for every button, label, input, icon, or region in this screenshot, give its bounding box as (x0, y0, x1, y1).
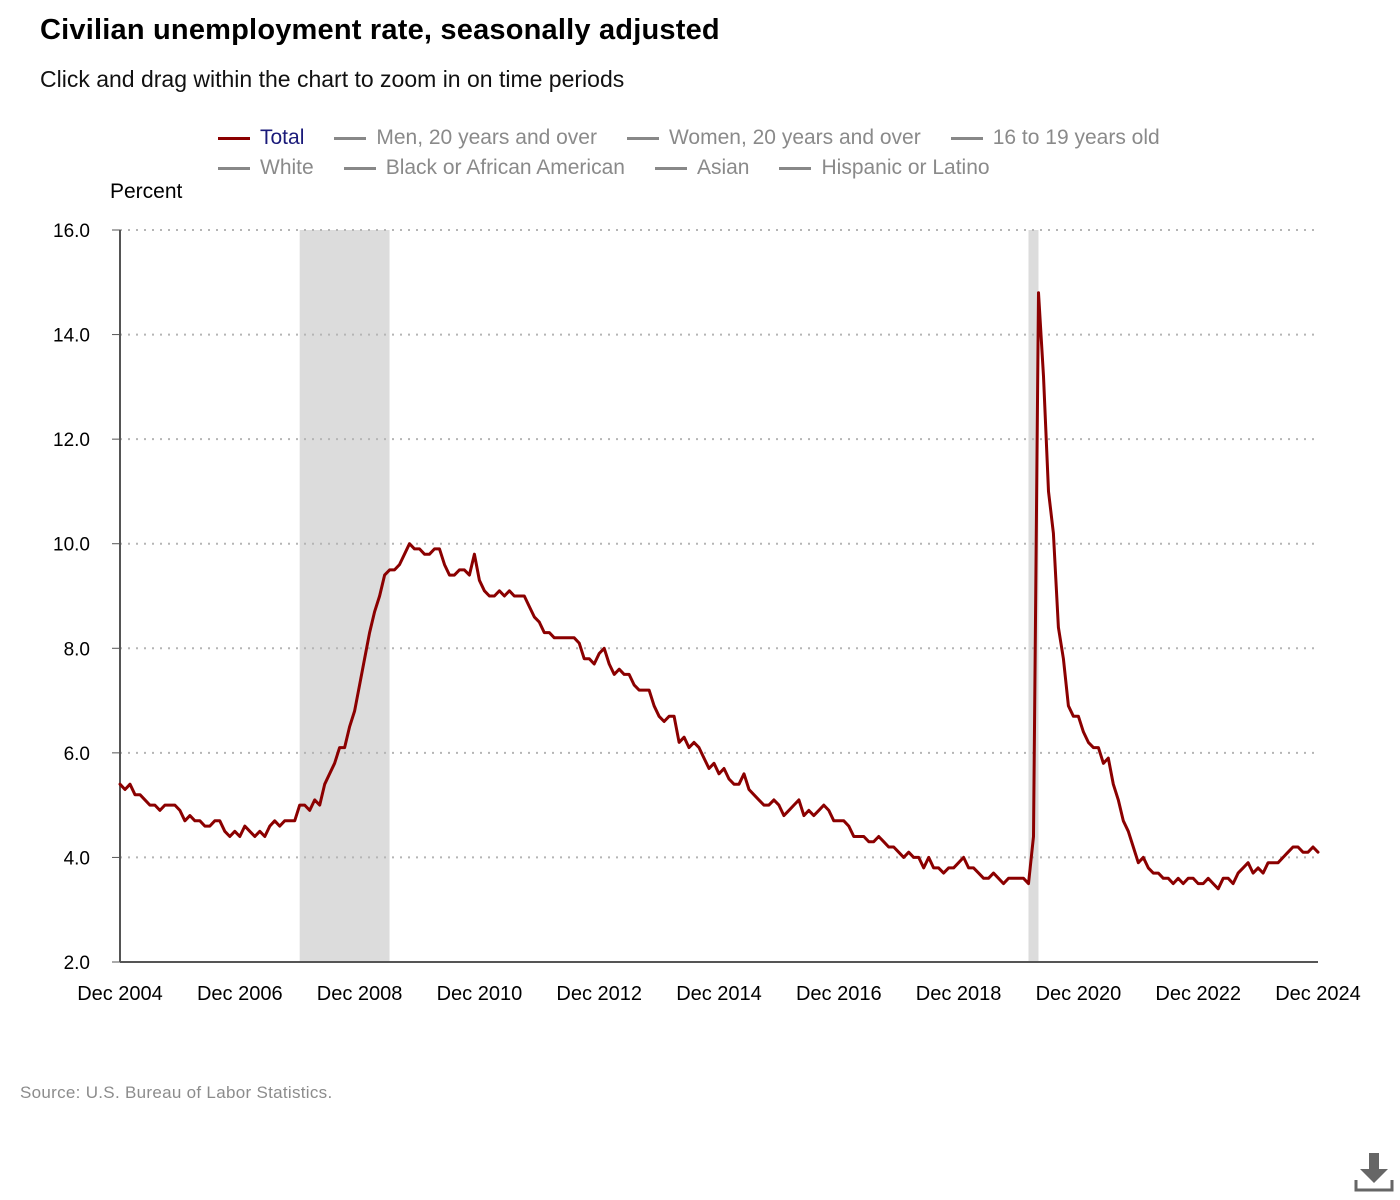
x-tick-label: Dec 2004 (77, 983, 163, 1005)
y-tick-label: 16.0 (53, 221, 90, 242)
y-tick-labels: 2.0 4.0 6.0 8.0 10.0 12.0 14.0 16.0 (53, 221, 90, 974)
legend-swatch (654, 166, 687, 170)
recession-bands (299, 230, 1039, 962)
chart-plot[interactable]: 2.04.06.08.010.012.014.016.0 Dec 2004 Dec… (0, 0, 1400, 1060)
y-tick-label: 12.0 (53, 430, 90, 451)
legend-label: Men, 20 years and over (376, 126, 597, 149)
y-tick-label: 8.0 (64, 639, 90, 660)
legend-item-men-20-and-over[interactable]: Men, 20 years and over (334, 126, 597, 150)
legend-label: Asian (696, 156, 750, 179)
x-tick-label: Dec 2018 (916, 983, 1002, 1005)
legend-swatch (779, 166, 812, 170)
series-line-total[interactable] (118, 291, 1320, 891)
recession-band (299, 230, 390, 962)
chart-title: Civilian unemployment rate, seasonally a… (40, 14, 720, 46)
legend-item-women-20-and-over[interactable]: Women, 20 years and over (626, 126, 921, 150)
legend-swatch (218, 136, 250, 140)
x-tick-label: Dec 2016 (796, 983, 882, 1005)
legend-label: Women, 20 years and over (668, 126, 921, 149)
legend-item-hispanic[interactable]: Hispanic or Latino (779, 156, 990, 180)
axes (119, 230, 1318, 963)
legend-swatch (334, 136, 367, 140)
recession-band (1028, 230, 1039, 962)
legend-item-white[interactable]: White (218, 156, 314, 180)
download-button[interactable] (1352, 1150, 1396, 1194)
y-tick-label: 4.0 (64, 848, 90, 869)
x-tick-label: Dec 2012 (556, 983, 642, 1005)
x-tick-label: Dec 2006 (197, 983, 283, 1005)
series-lines (118, 291, 1320, 891)
x-tick-label: Dec 2020 (1036, 983, 1122, 1005)
x-tick-labels: Dec 2004 Dec 2006 Dec 2008 Dec 2010 Dec 2012… (77, 983, 1361, 1005)
legend-label: Total (260, 126, 305, 149)
x-tick-label: Dec 2024 (1275, 983, 1361, 1005)
y-tick-label: 2.0 (64, 953, 90, 974)
x-tick-label: Dec 2008 (317, 983, 403, 1005)
legend-label: Black or African American (385, 156, 625, 179)
x-tick-label: Dec 2014 (676, 983, 762, 1005)
legend-label: 16 to 19 years old (992, 126, 1160, 149)
legend-item-asian[interactable]: Asian (654, 156, 750, 180)
legend-swatch (218, 166, 250, 170)
x-tick-label: Dec 2010 (437, 983, 523, 1005)
legend-label: White (260, 156, 314, 179)
grid-lines (112, 229, 1318, 963)
legend-item-total[interactable]: Total (218, 126, 304, 150)
y-tick-label: 14.0 (53, 326, 90, 347)
legend-row: Total Men, 20 years and over Women, 20 y… (218, 123, 1338, 153)
legend-swatch (343, 166, 376, 170)
chart-legend: Total Men, 20 years and over Women, 20 y… (218, 123, 1338, 183)
chart-subtitle: Click and drag within the chart to zoom … (40, 66, 625, 92)
legend-swatch (626, 136, 659, 140)
download-icon (1354, 1153, 1394, 1192)
legend-label: Hispanic or Latino (821, 156, 990, 179)
legend-item-black[interactable]: Black or African American (343, 156, 625, 180)
legend-row: White Black or African American Asian Hi… (218, 153, 1338, 183)
source-note: Source: U.S. Bureau of Labor Statistics. (20, 1083, 333, 1102)
y-tick-label: 6.0 (64, 744, 90, 765)
legend-item-16-to-19[interactable]: 16 to 19 years old (950, 126, 1160, 150)
x-tick-label: Dec 2022 (1155, 983, 1241, 1005)
y-tick-label: 10.0 (53, 535, 90, 556)
y-axis-label: Percent (110, 180, 183, 203)
legend-swatch (950, 136, 983, 140)
